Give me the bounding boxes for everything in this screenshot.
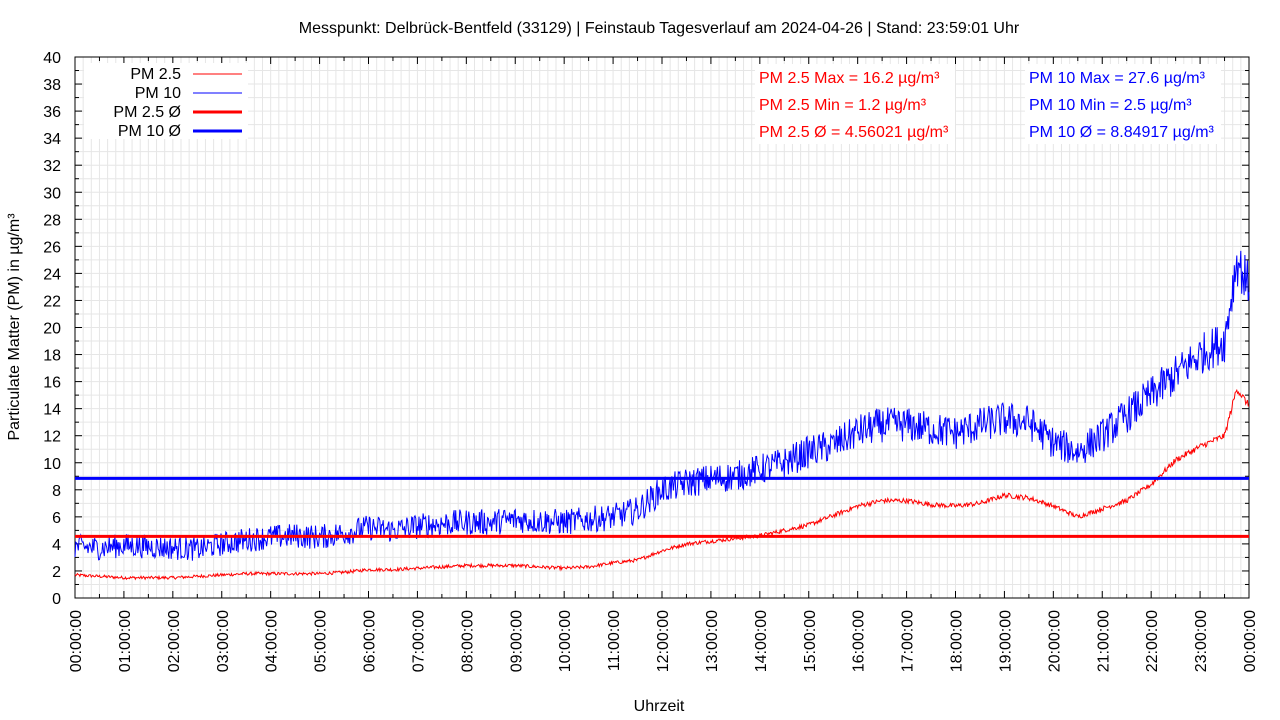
x-tick-label: 00:00:00: [1242, 610, 1259, 672]
y-tick-label: 18: [43, 348, 61, 365]
x-tick-label: 19:00:00: [997, 610, 1014, 672]
x-tick-label: 04:00:00: [264, 610, 281, 672]
x-tick-label: 18:00:00: [949, 610, 966, 672]
y-tick-label: 8: [52, 483, 61, 500]
legend-label-pm25-avg: PM 2.5 Ø: [113, 104, 181, 121]
y-tick-label: 12: [43, 429, 61, 446]
y-tick-label: 4: [52, 537, 61, 554]
x-tick-label: 22:00:00: [1144, 610, 1161, 672]
series-layer: [74, 250, 1250, 581]
series-line-pm25: [74, 388, 1250, 581]
y-tick-label: 20: [43, 321, 61, 338]
stat-pm25-min: PM 2.5 Min = 1.2 µg/m³: [759, 97, 927, 114]
x-tick-label: 23:00:00: [1193, 610, 1210, 672]
x-tick-label: 15:00:00: [802, 610, 819, 672]
x-axis-label: Uhrzeit: [634, 698, 685, 715]
x-tick-label: 10:00:00: [557, 610, 574, 672]
x-tick-label: 17:00:00: [900, 610, 917, 672]
y-tick-label: 24: [43, 266, 61, 283]
y-tick-label: 6: [52, 510, 61, 527]
y-tick-label: 38: [43, 77, 61, 94]
x-tick-label: 08:00:00: [459, 610, 476, 672]
stat-pm10-max: PM 10 Max = 27.6 µg/m³: [1029, 70, 1206, 87]
y-tick-label: 26: [43, 239, 61, 256]
x-tick-label: 20:00:00: [1046, 610, 1063, 672]
y-tick-label: 10: [43, 456, 61, 473]
y-tick-label: 40: [43, 50, 61, 67]
y-tick-label: 34: [43, 131, 61, 148]
legend-label-pm25: PM 2.5: [130, 66, 181, 83]
stat-pm25-max: PM 2.5 Max = 16.2 µg/m³: [759, 70, 940, 87]
x-tick-label: 12:00:00: [655, 610, 672, 672]
stat-pm25-avg: PM 2.5 Ø = 4.56021 µg/m³: [759, 124, 949, 141]
ticks: [74, 56, 1250, 599]
y-tick-label: 30: [43, 185, 61, 202]
x-tick-label: 11:00:00: [606, 610, 623, 671]
x-tick-label: 09:00:00: [508, 610, 525, 672]
legend-label-pm10: PM 10: [135, 85, 181, 102]
x-tick-labels: 00:00:00 01:00:00 02:00:00 03:00:00 04:00:00…: [68, 610, 1259, 672]
x-tick-label: 13:00:00: [704, 610, 721, 672]
x-tick-label: 06:00:00: [362, 610, 379, 672]
x-tick-label: 07:00:00: [410, 610, 427, 672]
x-tick-label: 02:00:00: [166, 610, 183, 672]
legend-label-pm10-avg: PM 10 Ø: [118, 123, 181, 140]
x-tick-label: 21:00:00: [1095, 610, 1112, 672]
y-tick-label: 22: [43, 293, 61, 310]
y-tick-label: 0: [52, 591, 61, 608]
chart-title: Messpunkt: Delbrück-Bentfeld (33129) | F…: [299, 20, 1020, 37]
stats-pm25-background: [755, 64, 955, 144]
x-tick-label: 03:00:00: [215, 610, 232, 672]
x-tick-label: 00:00:00: [68, 610, 85, 672]
x-tick-label: 14:00:00: [753, 610, 770, 672]
x-tick-label: 05:00:00: [313, 610, 330, 672]
legend: PM 2.5 PM 10 PM 2.5 Ø PM 10 Ø: [84, 63, 248, 140]
y-tick-label: 32: [43, 158, 61, 175]
legend-background: [84, 63, 248, 139]
y-tick-label: 28: [43, 212, 61, 229]
y-tick-label: 16: [43, 375, 61, 392]
stat-pm10-avg: PM 10 Ø = 8.84917 µg/m³: [1029, 124, 1215, 141]
y-tick-label: 36: [43, 104, 61, 121]
stat-pm10-min: PM 10 Min = 2.5 µg/m³: [1029, 97, 1192, 114]
y-tick-label: 2: [52, 564, 61, 581]
y-tick-label: 14: [43, 402, 61, 419]
y-axis-label: Particulate Matter (PM) in µg/m³: [6, 213, 23, 441]
stats-pm10-background: [1025, 64, 1221, 144]
x-tick-label: 01:00:00: [117, 610, 134, 672]
x-tick-label: 16:00:00: [851, 610, 868, 672]
series-line-pm10: [74, 250, 1250, 561]
